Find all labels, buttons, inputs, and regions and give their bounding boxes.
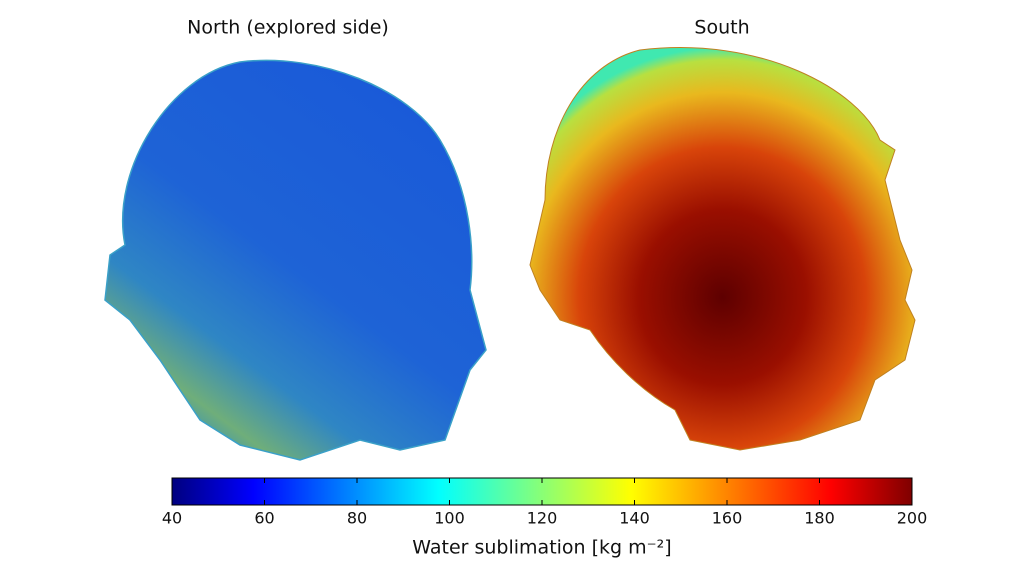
south-shape — [529, 46, 916, 451]
tick-label: 160 — [712, 509, 743, 528]
tick-label: 180 — [804, 509, 835, 528]
tick-label: 100 — [434, 509, 465, 528]
tick-label: 60 — [254, 509, 274, 528]
tick-label: 140 — [619, 509, 650, 528]
tick-label: 200 — [897, 509, 928, 528]
tick-label: 80 — [347, 509, 367, 528]
colorbar-label: Water sublimation [kg m⁻²] — [412, 537, 671, 559]
north-shape — [104, 59, 487, 461]
panel-title: North (explored side) — [187, 17, 389, 39]
tick-label: 120 — [527, 509, 558, 528]
panel-title: South — [694, 17, 749, 39]
tick-label: 40 — [162, 509, 182, 528]
